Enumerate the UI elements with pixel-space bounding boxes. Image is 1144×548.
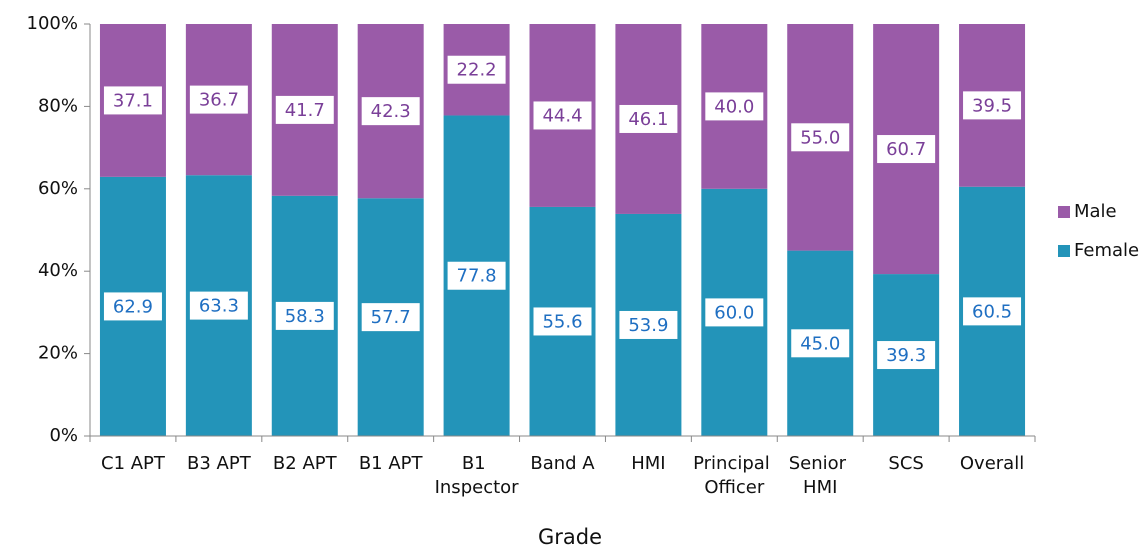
data-label-box — [791, 123, 850, 152]
data-label: 46.1 — [628, 109, 668, 130]
legend-swatch — [1058, 206, 1070, 218]
data-label-box — [963, 297, 1022, 326]
data-label-box — [619, 310, 678, 339]
data-label: 22.2 — [457, 60, 497, 81]
x-tick-label-line: Officer — [704, 477, 765, 498]
data-label: 77.8 — [457, 266, 497, 287]
data-label-box — [791, 329, 850, 358]
x-tick-label: C1 APT — [101, 453, 166, 474]
data-label: 42.3 — [371, 101, 411, 122]
x-tick-label: B2 APT — [273, 453, 338, 474]
data-label: 60.7 — [886, 139, 926, 160]
data-label: 40.0 — [714, 96, 754, 117]
data-label-box — [447, 261, 506, 290]
data-label: 45.0 — [800, 333, 840, 354]
data-label-box — [533, 307, 592, 336]
data-label: 60.5 — [972, 301, 1012, 322]
data-label: 62.9 — [113, 296, 153, 317]
x-tick-label: SCS — [888, 453, 923, 474]
data-label-box — [533, 101, 592, 130]
data-label-box — [275, 301, 334, 330]
data-label-box — [103, 86, 162, 115]
data-label-box — [361, 303, 420, 332]
y-tick-label: 20% — [38, 343, 78, 364]
x-tick-label: HMI — [631, 453, 665, 474]
x-tick-label-line: Senior — [789, 453, 852, 474]
x-tick-label: B1 Inspector — [435, 453, 520, 498]
data-label: 39.3 — [886, 345, 926, 366]
x-tick-label: B1 APT — [359, 453, 424, 474]
x-tick-label-line: B1 — [462, 453, 492, 474]
data-label-box — [705, 298, 764, 327]
x-tick-label: B3 APT — [187, 453, 252, 474]
data-label-box — [447, 55, 506, 84]
data-label: 36.7 — [199, 90, 239, 111]
data-label: 57.7 — [371, 307, 411, 328]
y-tick-label: 0% — [49, 425, 78, 446]
data-label-box — [189, 85, 248, 114]
y-tick-label: 100% — [27, 13, 78, 34]
data-label-box — [275, 95, 334, 124]
data-label: 58.3 — [285, 306, 325, 327]
legend-label: Male — [1074, 201, 1117, 222]
data-label: 39.5 — [972, 95, 1012, 116]
data-label: 55.0 — [800, 127, 840, 148]
x-tick-label: Senior HMI — [789, 453, 852, 498]
data-label-box — [877, 341, 936, 370]
data-label-box — [619, 104, 678, 133]
x-tick-label-line: Principal — [693, 453, 775, 474]
x-tick-label-line: HMI — [803, 477, 837, 498]
data-label-box — [103, 292, 162, 321]
x-tick-label-line: Inspector — [435, 477, 520, 498]
data-label: 37.1 — [113, 90, 153, 111]
data-label: 53.9 — [628, 315, 668, 336]
data-label-box — [705, 92, 764, 121]
data-label: 63.3 — [199, 296, 239, 317]
y-tick-label: 60% — [38, 178, 78, 199]
data-label: 60.0 — [714, 302, 754, 323]
x-tick-label: Principal Officer — [693, 453, 775, 498]
x-axis-title: Grade — [538, 525, 602, 548]
data-label: 41.7 — [285, 100, 325, 121]
data-label-box — [963, 91, 1022, 120]
data-label-box — [361, 97, 420, 126]
x-tick-label: Band A — [530, 453, 595, 474]
data-label: 55.6 — [542, 311, 582, 332]
data-label-box — [189, 291, 248, 320]
data-label-box — [877, 135, 936, 164]
legend-swatch — [1058, 245, 1070, 257]
x-tick-label: Overall — [960, 453, 1024, 474]
data-label: 44.4 — [542, 105, 582, 126]
y-tick-label: 40% — [38, 260, 78, 281]
legend-label: Female — [1074, 240, 1139, 261]
y-tick-label: 80% — [38, 95, 78, 116]
